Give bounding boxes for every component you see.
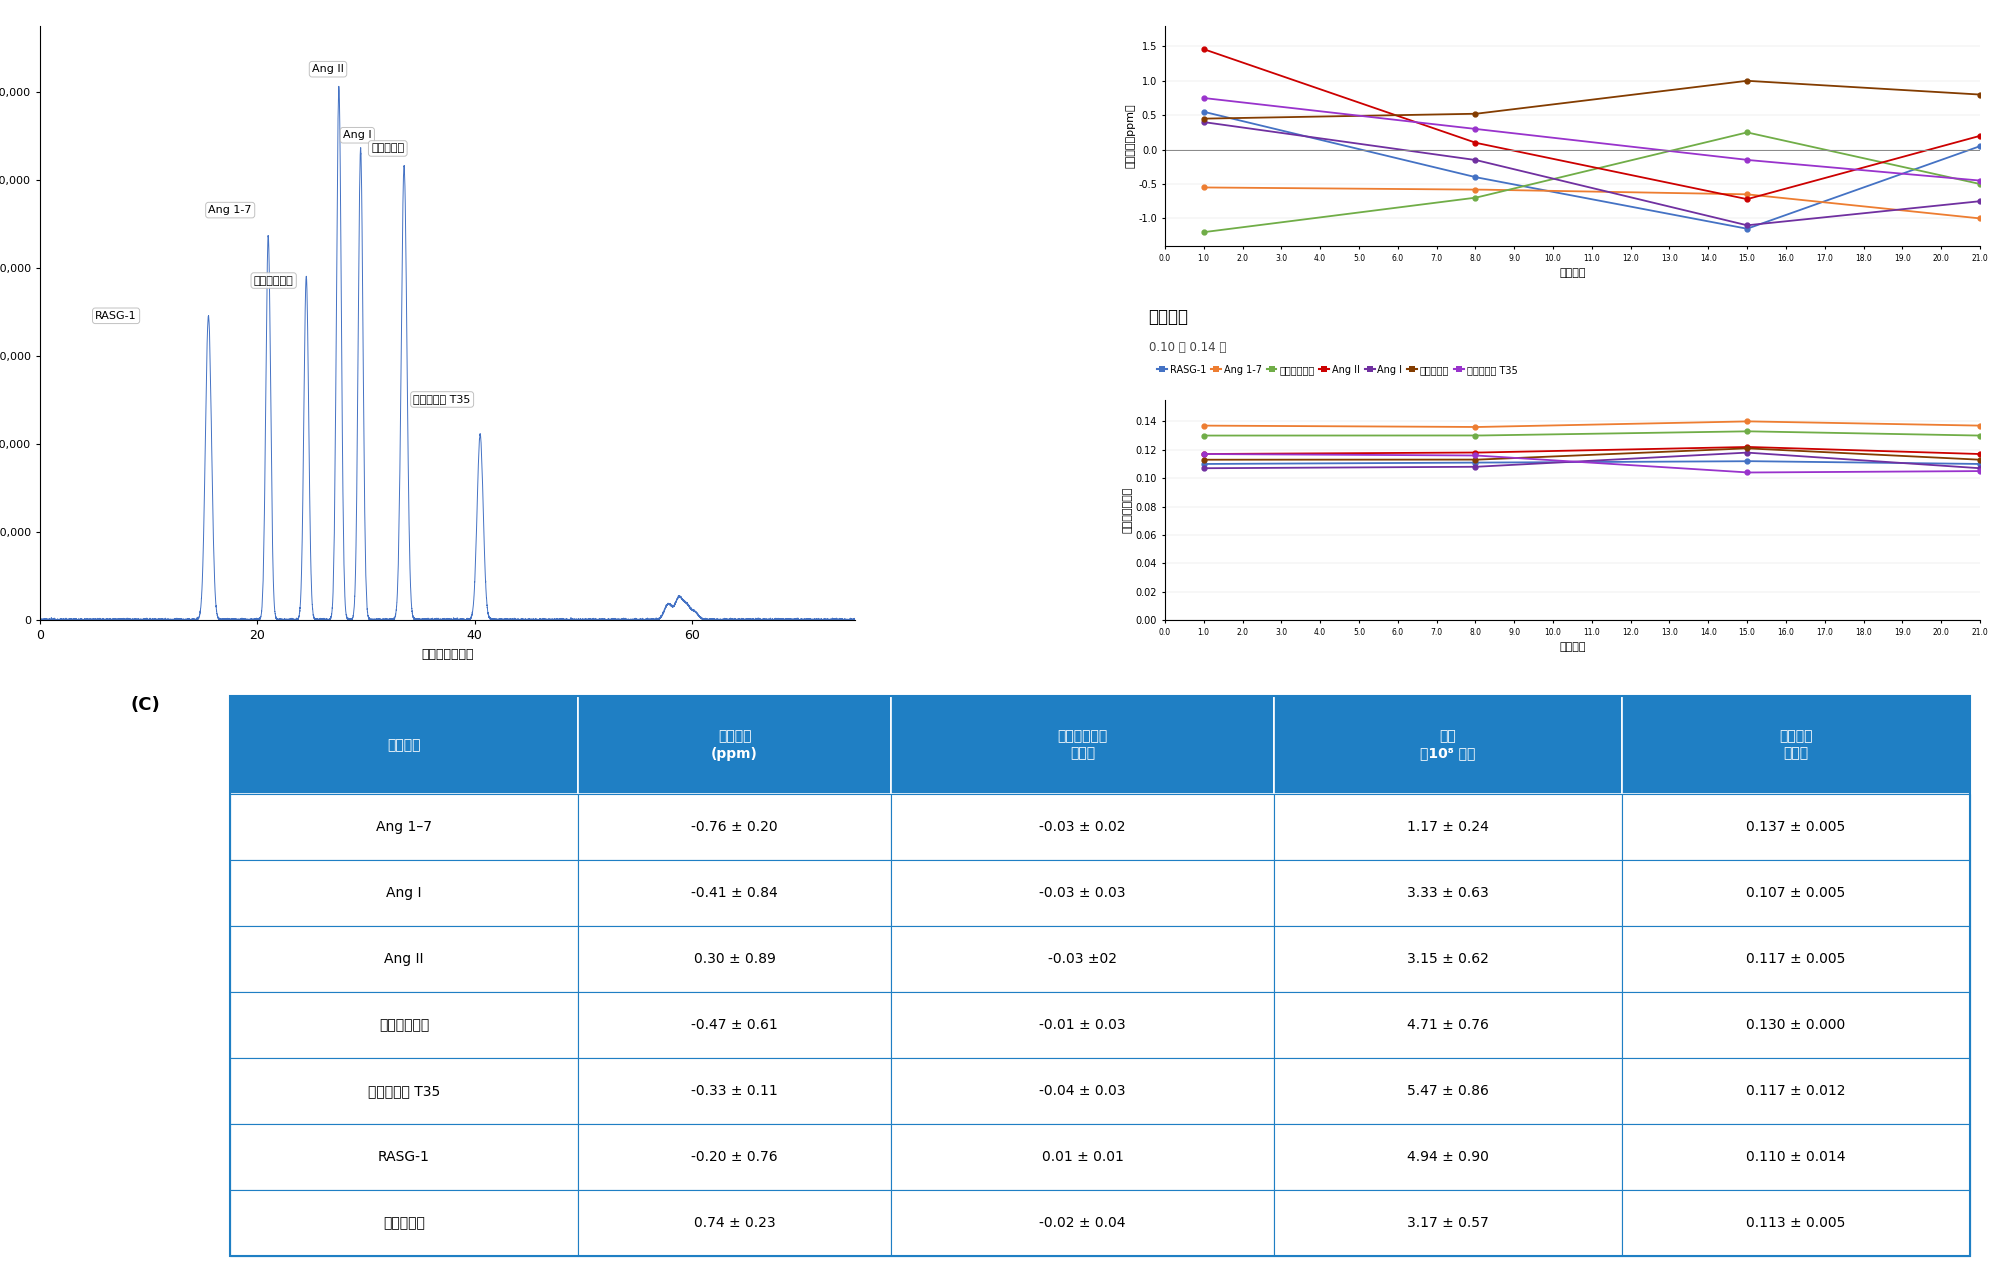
Y-axis label: 質量誤差（ppm）: 質量誤差（ppm） xyxy=(1126,103,1136,169)
Text: 3.17 ± 0.57: 3.17 ± 0.57 xyxy=(1408,1216,1488,1230)
Text: 3.15 ± 0.62: 3.15 ± 0.62 xyxy=(1408,952,1488,966)
Text: 0.113 ± 0.005: 0.113 ± 0.005 xyxy=(1746,1216,1846,1230)
Text: -0.03 ± 0.03: -0.03 ± 0.03 xyxy=(1040,886,1126,900)
Text: 4.94 ± 0.90: 4.94 ± 0.90 xyxy=(1408,1150,1488,1164)
Text: ブラジキニン: ブラジキニン xyxy=(254,276,294,286)
Text: 4.71 ± 0.76: 4.71 ± 0.76 xyxy=(1408,1018,1488,1032)
Text: -0.04 ± 0.03: -0.04 ± 0.03 xyxy=(1040,1084,1126,1097)
Text: -0.20 ± 0.76: -0.20 ± 0.76 xyxy=(692,1150,778,1164)
Text: エノラーゼ T35: エノラーゼ T35 xyxy=(414,394,470,404)
Text: 0.137 ± 0.005: 0.137 ± 0.005 xyxy=(1746,820,1846,835)
Text: 0.110 ± 0.014: 0.110 ± 0.014 xyxy=(1746,1150,1846,1164)
Text: Ang I: Ang I xyxy=(344,130,372,140)
Text: Ang II: Ang II xyxy=(384,952,424,966)
Text: -0.02 ± 0.04: -0.02 ± 0.04 xyxy=(1040,1216,1126,1230)
Text: Ang 1-7: Ang 1-7 xyxy=(208,205,252,215)
Text: ピーク幅: ピーク幅 xyxy=(1148,308,1188,326)
Text: 3.33 ± 0.63: 3.33 ± 0.63 xyxy=(1408,886,1488,900)
Text: 0.01 ± 0.01: 0.01 ± 0.01 xyxy=(1042,1150,1124,1164)
Text: 保持時間誤差
（分）: 保持時間誤差 （分） xyxy=(1058,729,1108,761)
Text: Ang I: Ang I xyxy=(386,886,422,900)
Text: (C): (C) xyxy=(130,696,160,714)
Text: 5.47 ± 0.86: 5.47 ± 0.86 xyxy=(1408,1084,1488,1097)
Text: 0.74 ± 0.23: 0.74 ± 0.23 xyxy=(694,1216,776,1230)
Text: レニン基質: レニン基質 xyxy=(372,143,404,153)
Text: 0.30 ± 0.89: 0.30 ± 0.89 xyxy=(694,952,776,966)
Text: 0.10 〜 0.14 分: 0.10 〜 0.14 分 xyxy=(1148,340,1226,354)
Text: -0.41 ± 0.84: -0.41 ± 0.84 xyxy=(692,886,778,900)
Text: -0.03 ± 0.02: -0.03 ± 0.02 xyxy=(1040,820,1126,835)
Text: ブラジキニン: ブラジキニン xyxy=(378,1018,430,1032)
Text: 強度
（10⁸ 倍）: 強度 （10⁸ 倍） xyxy=(1420,729,1476,761)
Text: Ang II: Ang II xyxy=(312,64,344,75)
Text: -0.47 ± 0.61: -0.47 ± 0.61 xyxy=(692,1018,778,1032)
Text: 1.17 ± 0.24: 1.17 ± 0.24 xyxy=(1408,820,1488,835)
Text: 0.107 ± 0.005: 0.107 ± 0.005 xyxy=(1746,886,1846,900)
Text: RASG-1: RASG-1 xyxy=(378,1150,430,1164)
Text: RASG-1: RASG-1 xyxy=(96,310,136,321)
Text: 0.117 ± 0.005: 0.117 ± 0.005 xyxy=(1746,952,1846,966)
Text: -0.03 ±02: -0.03 ±02 xyxy=(1048,952,1118,966)
Text: -0.01 ± 0.03: -0.01 ± 0.03 xyxy=(1040,1018,1126,1032)
Text: ピーク幅
（分）: ピーク幅 （分） xyxy=(1780,729,1812,761)
Text: -0.33 ± 0.11: -0.33 ± 0.11 xyxy=(692,1084,778,1097)
Text: ペプチド: ペプチド xyxy=(388,738,420,752)
Text: Ang 1–7: Ang 1–7 xyxy=(376,820,432,835)
Text: エノラーゼ T35: エノラーゼ T35 xyxy=(368,1084,440,1097)
Text: -0.76 ± 0.20: -0.76 ± 0.20 xyxy=(692,820,778,835)
X-axis label: 注入回数: 注入回数 xyxy=(1560,268,1586,278)
Text: 質量誤差
(ppm): 質量誤差 (ppm) xyxy=(712,729,758,761)
Text: レニン基質: レニン基質 xyxy=(384,1216,424,1230)
X-axis label: 保持時間（分）: 保持時間（分） xyxy=(422,648,474,661)
Text: 0.117 ± 0.012: 0.117 ± 0.012 xyxy=(1746,1084,1846,1097)
Legend: RASG-1, Ang 1-7, ブラジキニン, Ang II, Ang I, レニン基質, エノラーゼ T35: RASG-1, Ang 1-7, ブラジキニン, Ang II, Ang I, … xyxy=(1154,361,1522,379)
Y-axis label: ピーク幅（分）: ピーク幅（分） xyxy=(1122,487,1132,533)
X-axis label: 注入回数: 注入回数 xyxy=(1560,643,1586,653)
Text: 0.130 ± 0.000: 0.130 ± 0.000 xyxy=(1746,1018,1846,1032)
